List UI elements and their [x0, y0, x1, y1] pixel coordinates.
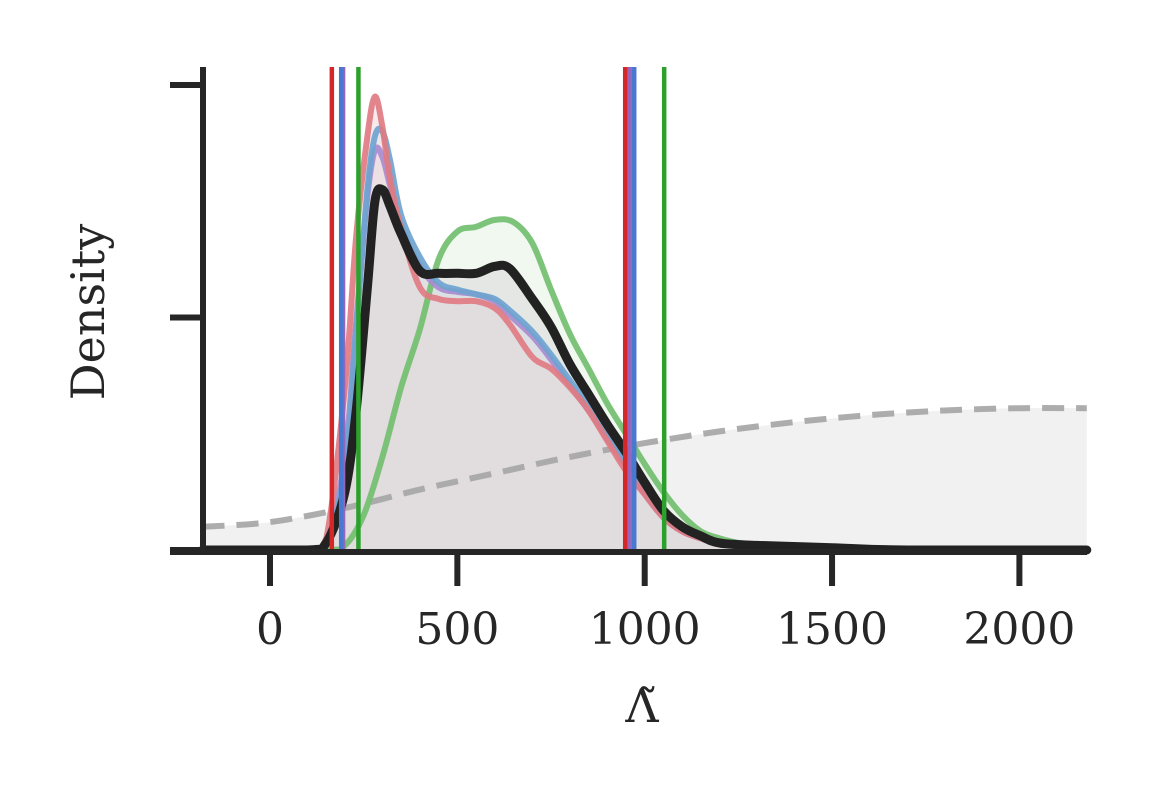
x-ticks: 0 500 1000 1500 2000 — [256, 550, 1075, 655]
x-tick-label-500: 500 — [415, 604, 499, 655]
y-ticks — [170, 82, 203, 553]
posterior-black-line — [198, 184, 1092, 555]
x-axis-title: Λ̃ — [624, 679, 659, 733]
interval-lines — [329, 67, 667, 550]
axes: 0 500 1000 1500 2000 — [170, 67, 1087, 655]
x-tick-label-1000: 1000 — [589, 604, 701, 655]
y-axis-title: Density — [61, 224, 115, 401]
posterior-black-fill — [202, 188, 1087, 550]
x-tick-label-0: 0 — [256, 604, 284, 655]
x-tick-label-2000: 2000 — [963, 604, 1075, 655]
x-tick-label-1500: 1500 — [776, 604, 888, 655]
